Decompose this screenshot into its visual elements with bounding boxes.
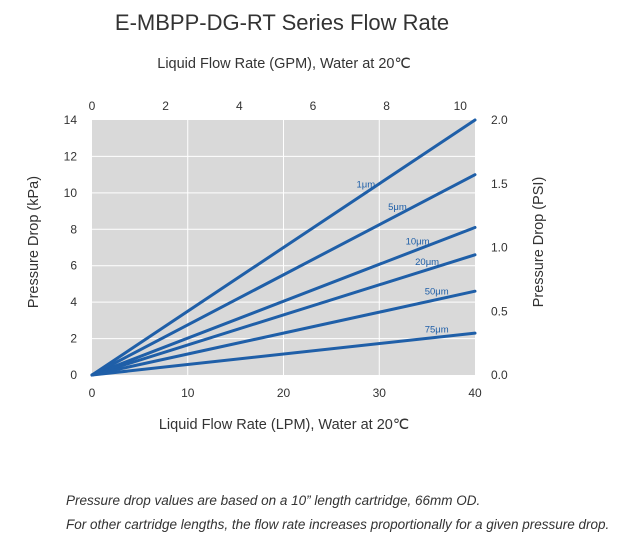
series-lines <box>90 118 477 377</box>
series-line <box>90 253 477 377</box>
series-label: 1μm <box>357 180 376 191</box>
series-label: 5μm <box>388 202 407 213</box>
y-left-tick-label: 6 <box>70 259 77 273</box>
x-top-tick-label: 2 <box>162 99 169 113</box>
x-top-tick-label: 4 <box>236 99 243 113</box>
x-top-tick-label: 10 <box>454 99 468 113</box>
y-left-tick-label: 0 <box>70 368 77 382</box>
flow-rate-chart: E-MBPP-DG-RT Series Flow Rate Liquid Flo… <box>26 10 547 433</box>
series-line <box>90 331 477 377</box>
y-right-tick-label: 0.5 <box>491 304 508 318</box>
x-top-tick-label: 0 <box>89 99 96 113</box>
x-bottom-tick-label: 10 <box>181 386 195 400</box>
series-label: 75μm <box>425 324 449 335</box>
bottom-axis-title: Liquid Flow Rate (LPM), Water at 20℃ <box>159 417 409 433</box>
x-bottom-tick-label: 40 <box>468 386 482 400</box>
tick-labels: 0 10 20 30 40 0 2 4 6 8 10 0 2 4 6 8 10 12 14 0.0 0.5 1.0 1.5 2… <box>64 99 508 400</box>
right-axis-title: Pressure Drop (PSI) <box>531 177 547 308</box>
series-label: 20μm <box>415 257 439 268</box>
x-top-tick-label: 6 <box>310 99 317 113</box>
y-left-tick-label: 8 <box>70 222 77 236</box>
y-left-tick-label: 10 <box>64 186 78 200</box>
y-right-tick-label: 0.0 <box>491 368 508 382</box>
y-right-tick-label: 2.0 <box>491 113 508 127</box>
y-left-tick-label: 12 <box>64 149 78 163</box>
series-line <box>90 118 477 377</box>
chart-title: E-MBPP-DG-RT Series Flow Rate <box>115 10 449 35</box>
y-left-tick-label: 4 <box>70 295 77 309</box>
series-label: 10μm <box>406 237 430 248</box>
y-right-tick-label: 1.0 <box>491 241 508 255</box>
series-label: 50μm <box>425 287 449 298</box>
series-line <box>90 173 477 377</box>
note-cartridge-size: Pressure drop values are based on a 10” … <box>66 493 481 508</box>
x-bottom-tick-label: 0 <box>89 386 96 400</box>
series-labels: 1μm 5μm 10μm 20μm 50μm 75μm <box>357 180 449 336</box>
series-line <box>90 289 477 377</box>
note-cartridge-length: For other cartridge lengths, the flow ra… <box>66 517 610 532</box>
y-right-tick-label: 1.5 <box>491 177 508 191</box>
y-left-tick-label: 2 <box>70 332 77 346</box>
x-bottom-tick-label: 20 <box>277 386 291 400</box>
top-axis-title: Liquid Flow Rate (GPM), Water at 20℃ <box>157 56 410 72</box>
x-top-tick-label: 8 <box>383 99 390 113</box>
x-bottom-tick-label: 30 <box>373 386 387 400</box>
series-line <box>90 225 477 377</box>
left-axis-title: Pressure Drop (kPa) <box>26 176 42 308</box>
y-left-tick-label: 14 <box>64 113 78 127</box>
